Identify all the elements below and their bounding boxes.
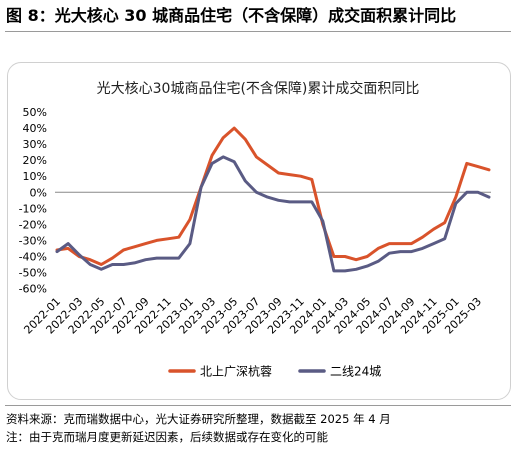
source-note: 资料来源：克而瑞数据中心，光大证券研究所整理，数据截至 2025 年 4 月 bbox=[6, 412, 391, 426]
legend-label-1: 北上广深杭蓉 bbox=[200, 364, 272, 379]
y-tick-label: -50% bbox=[19, 267, 47, 280]
chart-panel bbox=[7, 62, 511, 400]
y-tick-label: 50% bbox=[23, 106, 47, 119]
y-tick-label: 10% bbox=[23, 170, 47, 183]
y-tick-label: -60% bbox=[19, 283, 47, 296]
series-line-2 bbox=[55, 155, 491, 273]
series-line-1 bbox=[55, 126, 491, 266]
notes-divider bbox=[5, 405, 511, 406]
y-tick-label: 40% bbox=[23, 122, 47, 135]
figure-title: 图 8：光大核心 30 城商品住宅（不含保障）成交面积累计同比 bbox=[6, 6, 457, 25]
legend-label-2: 二线24城 bbox=[330, 365, 381, 379]
footnote: 注：由于克而瑞月度更新延迟因素，后续数据或存在变化的可能 bbox=[6, 430, 328, 444]
y-tick-label: -40% bbox=[19, 250, 47, 263]
y-tick-label: -10% bbox=[19, 202, 47, 215]
y-tick-label: -30% bbox=[19, 234, 47, 247]
y-tick-label: -20% bbox=[19, 218, 47, 231]
y-tick-label: 0% bbox=[30, 186, 47, 199]
y-tick-label: 20% bbox=[23, 154, 47, 167]
y-tick-label: 30% bbox=[23, 138, 47, 151]
chart-title: 光大核心30城商品住宅(不含保障)累计成交面积同比 bbox=[96, 81, 420, 97]
title-divider bbox=[5, 31, 511, 32]
